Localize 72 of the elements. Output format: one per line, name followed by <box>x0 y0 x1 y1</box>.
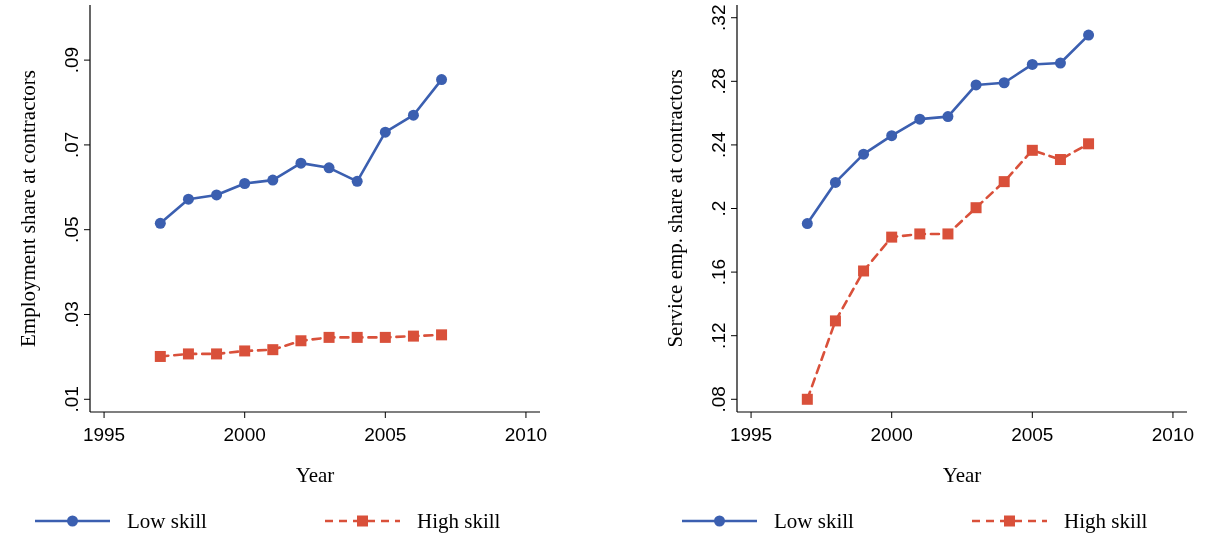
point <box>1083 29 1095 41</box>
point <box>351 175 363 187</box>
point <box>858 148 870 160</box>
point <box>154 217 166 229</box>
point <box>1083 138 1095 150</box>
point <box>886 231 898 243</box>
x-tick-label: 2010 <box>504 424 548 445</box>
y-tick-label: .24 <box>708 131 729 159</box>
x-tick-label: 2000 <box>870 424 913 445</box>
point <box>942 228 954 240</box>
point <box>801 393 813 405</box>
point <box>323 331 335 343</box>
y-tick-label: .12 <box>708 322 729 349</box>
x-tick-label: 2005 <box>364 424 407 445</box>
y-tick-label: .07 <box>61 131 82 159</box>
point <box>182 348 194 360</box>
point <box>295 335 307 347</box>
y-tick-label: .09 <box>61 46 82 74</box>
legend-label: High skill <box>417 509 501 533</box>
y-tick-label: .01 <box>61 386 82 413</box>
y-tick-label: .08 <box>708 386 729 413</box>
y-tick-label: .2 <box>708 200 729 217</box>
point <box>323 162 335 174</box>
point <box>942 111 954 123</box>
legend-label: Low skill <box>774 509 855 533</box>
point <box>154 350 166 362</box>
y-tick-label: .32 <box>708 4 729 31</box>
point <box>436 329 448 341</box>
point <box>858 265 870 277</box>
point <box>239 177 251 189</box>
point <box>914 113 926 125</box>
point <box>267 174 279 186</box>
point <box>211 348 223 360</box>
y-tick-label: .28 <box>708 68 729 95</box>
x-tick-label: 2005 <box>1011 424 1054 445</box>
point <box>436 74 448 86</box>
point <box>970 202 982 214</box>
point <box>914 228 926 240</box>
point <box>295 157 307 169</box>
point <box>407 109 419 121</box>
y-axis-title: Service emp. share at contractors <box>663 69 687 348</box>
point <box>998 176 1010 188</box>
point <box>801 218 813 230</box>
point <box>211 189 223 201</box>
x-tick-label: 2010 <box>1151 424 1195 445</box>
legend-label: Low skill <box>127 509 208 533</box>
point <box>182 193 194 205</box>
point <box>1054 154 1066 166</box>
point <box>379 126 391 138</box>
point <box>1026 144 1038 156</box>
y-tick-label: .16 <box>708 258 729 286</box>
point <box>407 330 419 342</box>
x-tick-label: 1995 <box>82 424 126 445</box>
y-axis-title: Employment share at contractors <box>16 70 40 347</box>
legend-label: High skill <box>1064 509 1148 533</box>
y-tick-label: .03 <box>61 301 82 328</box>
x-tick-label: 1995 <box>729 424 773 445</box>
x-tick-label: 2000 <box>223 424 266 445</box>
point <box>1054 57 1066 69</box>
point <box>1026 58 1038 70</box>
point <box>239 345 251 357</box>
point <box>379 331 391 343</box>
point <box>351 331 363 343</box>
point <box>998 77 1010 89</box>
point <box>886 130 898 142</box>
point <box>970 79 982 91</box>
x-axis-title: Year <box>295 463 335 487</box>
y-tick-label: .05 <box>61 216 82 243</box>
point <box>267 344 279 356</box>
point <box>829 315 841 327</box>
point <box>829 176 841 188</box>
x-axis-title: Year <box>942 463 982 487</box>
